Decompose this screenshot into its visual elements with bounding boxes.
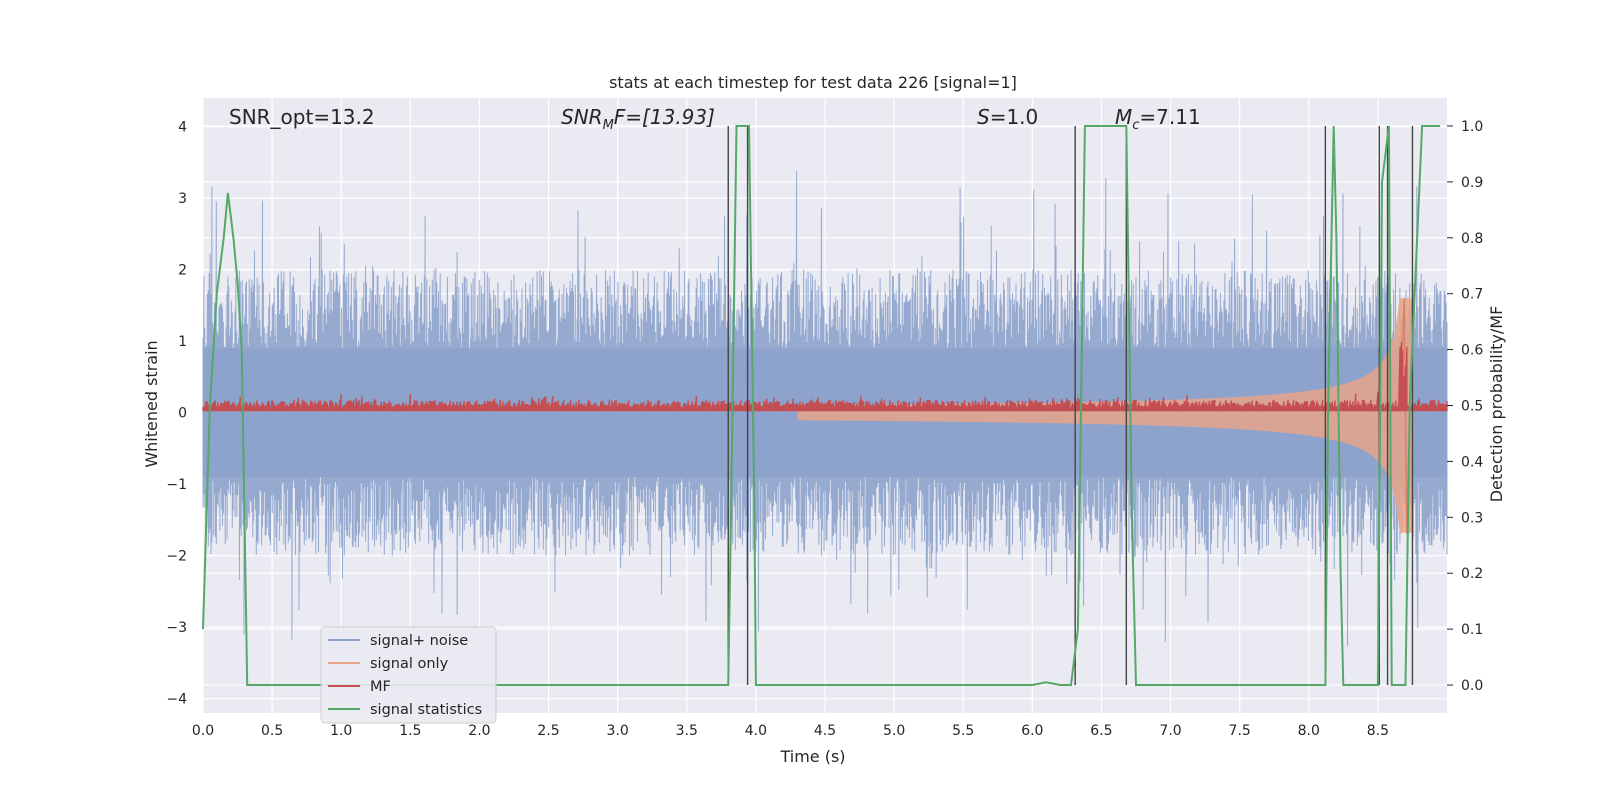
s-val: =1.0 bbox=[990, 105, 1039, 129]
x-tick-label: 7.5 bbox=[1229, 723, 1251, 739]
chart-title: stats at each timestep for test data 226… bbox=[609, 73, 1017, 92]
x-tick-label: 3.0 bbox=[607, 723, 629, 739]
x-tick-label: 2.5 bbox=[537, 723, 559, 739]
x-tick-label: 1.5 bbox=[399, 723, 421, 739]
mc-sub: c bbox=[1132, 118, 1139, 133]
x-tick-label: 6.5 bbox=[1090, 723, 1112, 739]
y2-tick-label: 0.1 bbox=[1461, 622, 1483, 638]
y2-tick-label: 0.4 bbox=[1461, 454, 1483, 470]
x-tick-label: 8.5 bbox=[1367, 723, 1389, 739]
signal-statistics-series bbox=[202, 125, 1441, 686]
legend-label-signal-noise: signal+ noise bbox=[370, 633, 468, 649]
signal-only-area bbox=[797, 298, 1413, 533]
annotation-snr-opt: SNR_opt=13.2 bbox=[229, 105, 375, 129]
x-tick-label: 2.0 bbox=[468, 723, 490, 739]
y2-ticks: 0.0 0.1 0.2 0.3 0.4 0.5 0.6 0.7 0.8 0.9 1.0 bbox=[1447, 119, 1483, 694]
x-tick-label: 6.0 bbox=[1021, 723, 1043, 739]
y2-tick-label: 1.0 bbox=[1461, 119, 1483, 135]
legend-label-mf: MF bbox=[370, 679, 391, 695]
snr-mf-sub: M bbox=[603, 118, 614, 133]
signal-statistics-line bbox=[202, 125, 1441, 686]
x-tick-label: 0.5 bbox=[261, 723, 283, 739]
y-tick-label: 3 bbox=[178, 191, 187, 207]
snr-mf-base: SNR bbox=[561, 105, 603, 129]
y2-tick-label: 0.2 bbox=[1461, 566, 1483, 582]
x-tick-label: 1.0 bbox=[330, 723, 352, 739]
y-ticks: −4 −3 −2 −1 0 1 2 3 4 bbox=[166, 120, 187, 708]
x-axis-label: Time (s) bbox=[779, 747, 845, 766]
x-tick-label: 3.5 bbox=[676, 723, 698, 739]
x-tick-label: 4.0 bbox=[745, 723, 767, 739]
y2-tick-label: 0.5 bbox=[1461, 399, 1483, 415]
mc-val: =7.11 bbox=[1139, 105, 1200, 129]
y2-tick-label: 0.7 bbox=[1461, 287, 1483, 303]
legend-label-signal-only: signal only bbox=[370, 656, 449, 672]
annotation-snr-mf: SNRMF=[13.93] bbox=[561, 105, 715, 133]
legend: signal+ noise signal only MF signal stat… bbox=[320, 626, 497, 724]
y2-axis-label: Detection probability/MF bbox=[1487, 306, 1506, 503]
legend-box bbox=[320, 626, 497, 724]
annotation-s: S=1.0 bbox=[977, 105, 1038, 129]
y-tick-label: −1 bbox=[166, 477, 187, 493]
y-tick-label: 2 bbox=[178, 263, 187, 279]
y2-tick-label: 0.0 bbox=[1461, 678, 1483, 694]
x-ticks: 0.0 0.5 1.0 1.5 2.0 2.5 3.0 3.5 4.0 4.5 5.0 5.5 6.0 6… bbox=[192, 723, 1389, 739]
y2-tick-label: 0.3 bbox=[1461, 510, 1483, 526]
x-tick-label: 5.0 bbox=[883, 723, 905, 739]
mf-line bbox=[202, 341, 1448, 412]
y2-tick-label: 0.6 bbox=[1461, 343, 1483, 359]
y-tick-label: 4 bbox=[178, 120, 187, 136]
y-tick-label: 1 bbox=[178, 334, 187, 350]
legend-label-signal-statistics: signal statistics bbox=[370, 702, 482, 718]
y-axis-label: Whitened strain bbox=[142, 340, 161, 467]
y-tick-label: 0 bbox=[178, 406, 187, 422]
x-tick-label: 5.5 bbox=[952, 723, 974, 739]
y-tick-label: −3 bbox=[166, 620, 187, 636]
s-var: S bbox=[977, 105, 990, 129]
y-tick-label: −4 bbox=[166, 692, 187, 708]
annotation-mc: Mc=7.11 bbox=[1115, 105, 1201, 133]
x-tick-label: 7.0 bbox=[1159, 723, 1181, 739]
x-tick-label: 0.0 bbox=[192, 723, 214, 739]
x-tick-label: 4.5 bbox=[814, 723, 836, 739]
snr-mf-rest: F=[13.93] bbox=[614, 105, 715, 129]
x-tick-label: 8.0 bbox=[1298, 723, 1320, 739]
y2-tick-label: 0.8 bbox=[1461, 231, 1483, 247]
mf-series bbox=[202, 341, 1448, 412]
mc-var: M bbox=[1115, 105, 1132, 129]
y-tick-label: −2 bbox=[166, 549, 187, 565]
y2-tick-label: 0.9 bbox=[1461, 175, 1483, 191]
